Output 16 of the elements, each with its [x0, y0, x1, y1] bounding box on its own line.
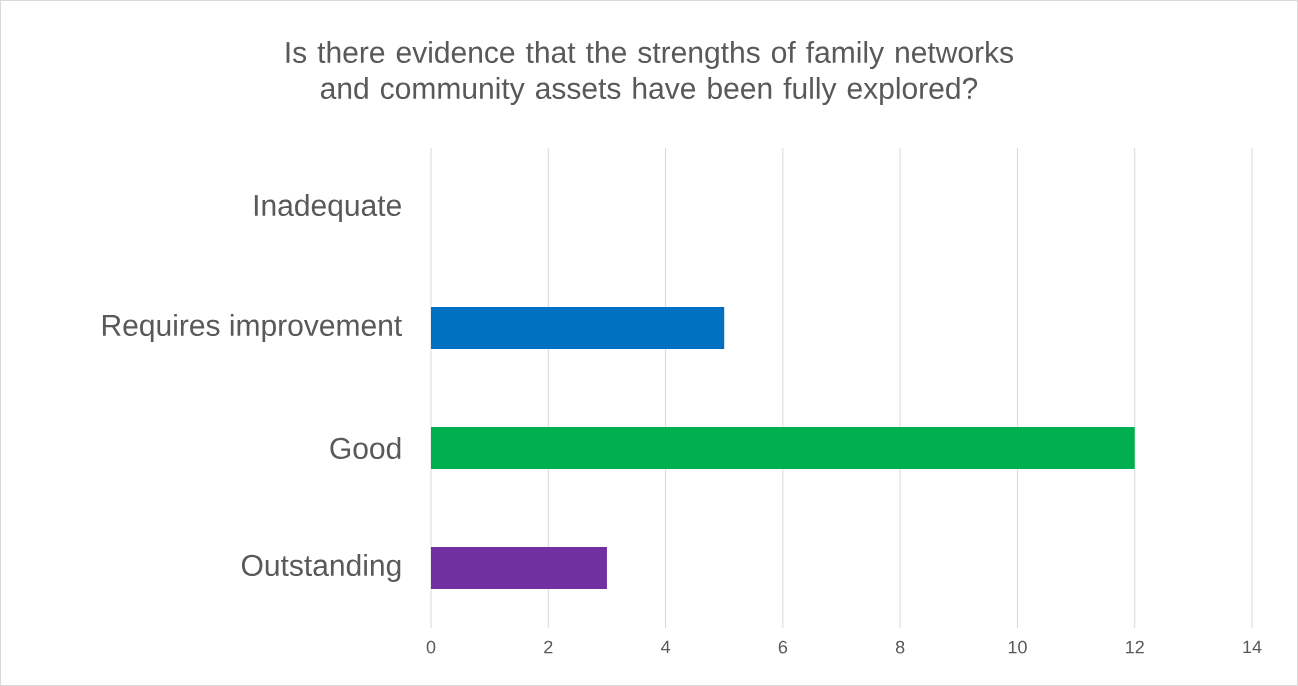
x-tick-label: 12 — [1126, 640, 1144, 654]
y-tick-label: Inadequate — [254, 194, 401, 222]
x-tick-label: 0 — [426, 640, 436, 654]
x-tick-label: 4 — [660, 640, 671, 654]
chart-title: Is there evidence that the strengths of family networks and community assets have been fully explored? — [286, 41, 1014, 105]
x-tick-label: 14 — [1243, 640, 1262, 654]
x-tick-label: 2 — [544, 640, 553, 654]
x-tick-label: 10 — [1008, 640, 1027, 654]
bar — [431, 307, 725, 350]
x-tick-label: 6 — [778, 640, 788, 654]
x-tick-label: 8 — [895, 640, 905, 654]
y-tick-label: Requires improvement — [102, 314, 402, 342]
bar — [431, 547, 607, 590]
y-tick-label: Outstanding — [241, 554, 401, 582]
y-tick-label: Good — [330, 436, 401, 460]
bar — [431, 427, 1135, 470]
